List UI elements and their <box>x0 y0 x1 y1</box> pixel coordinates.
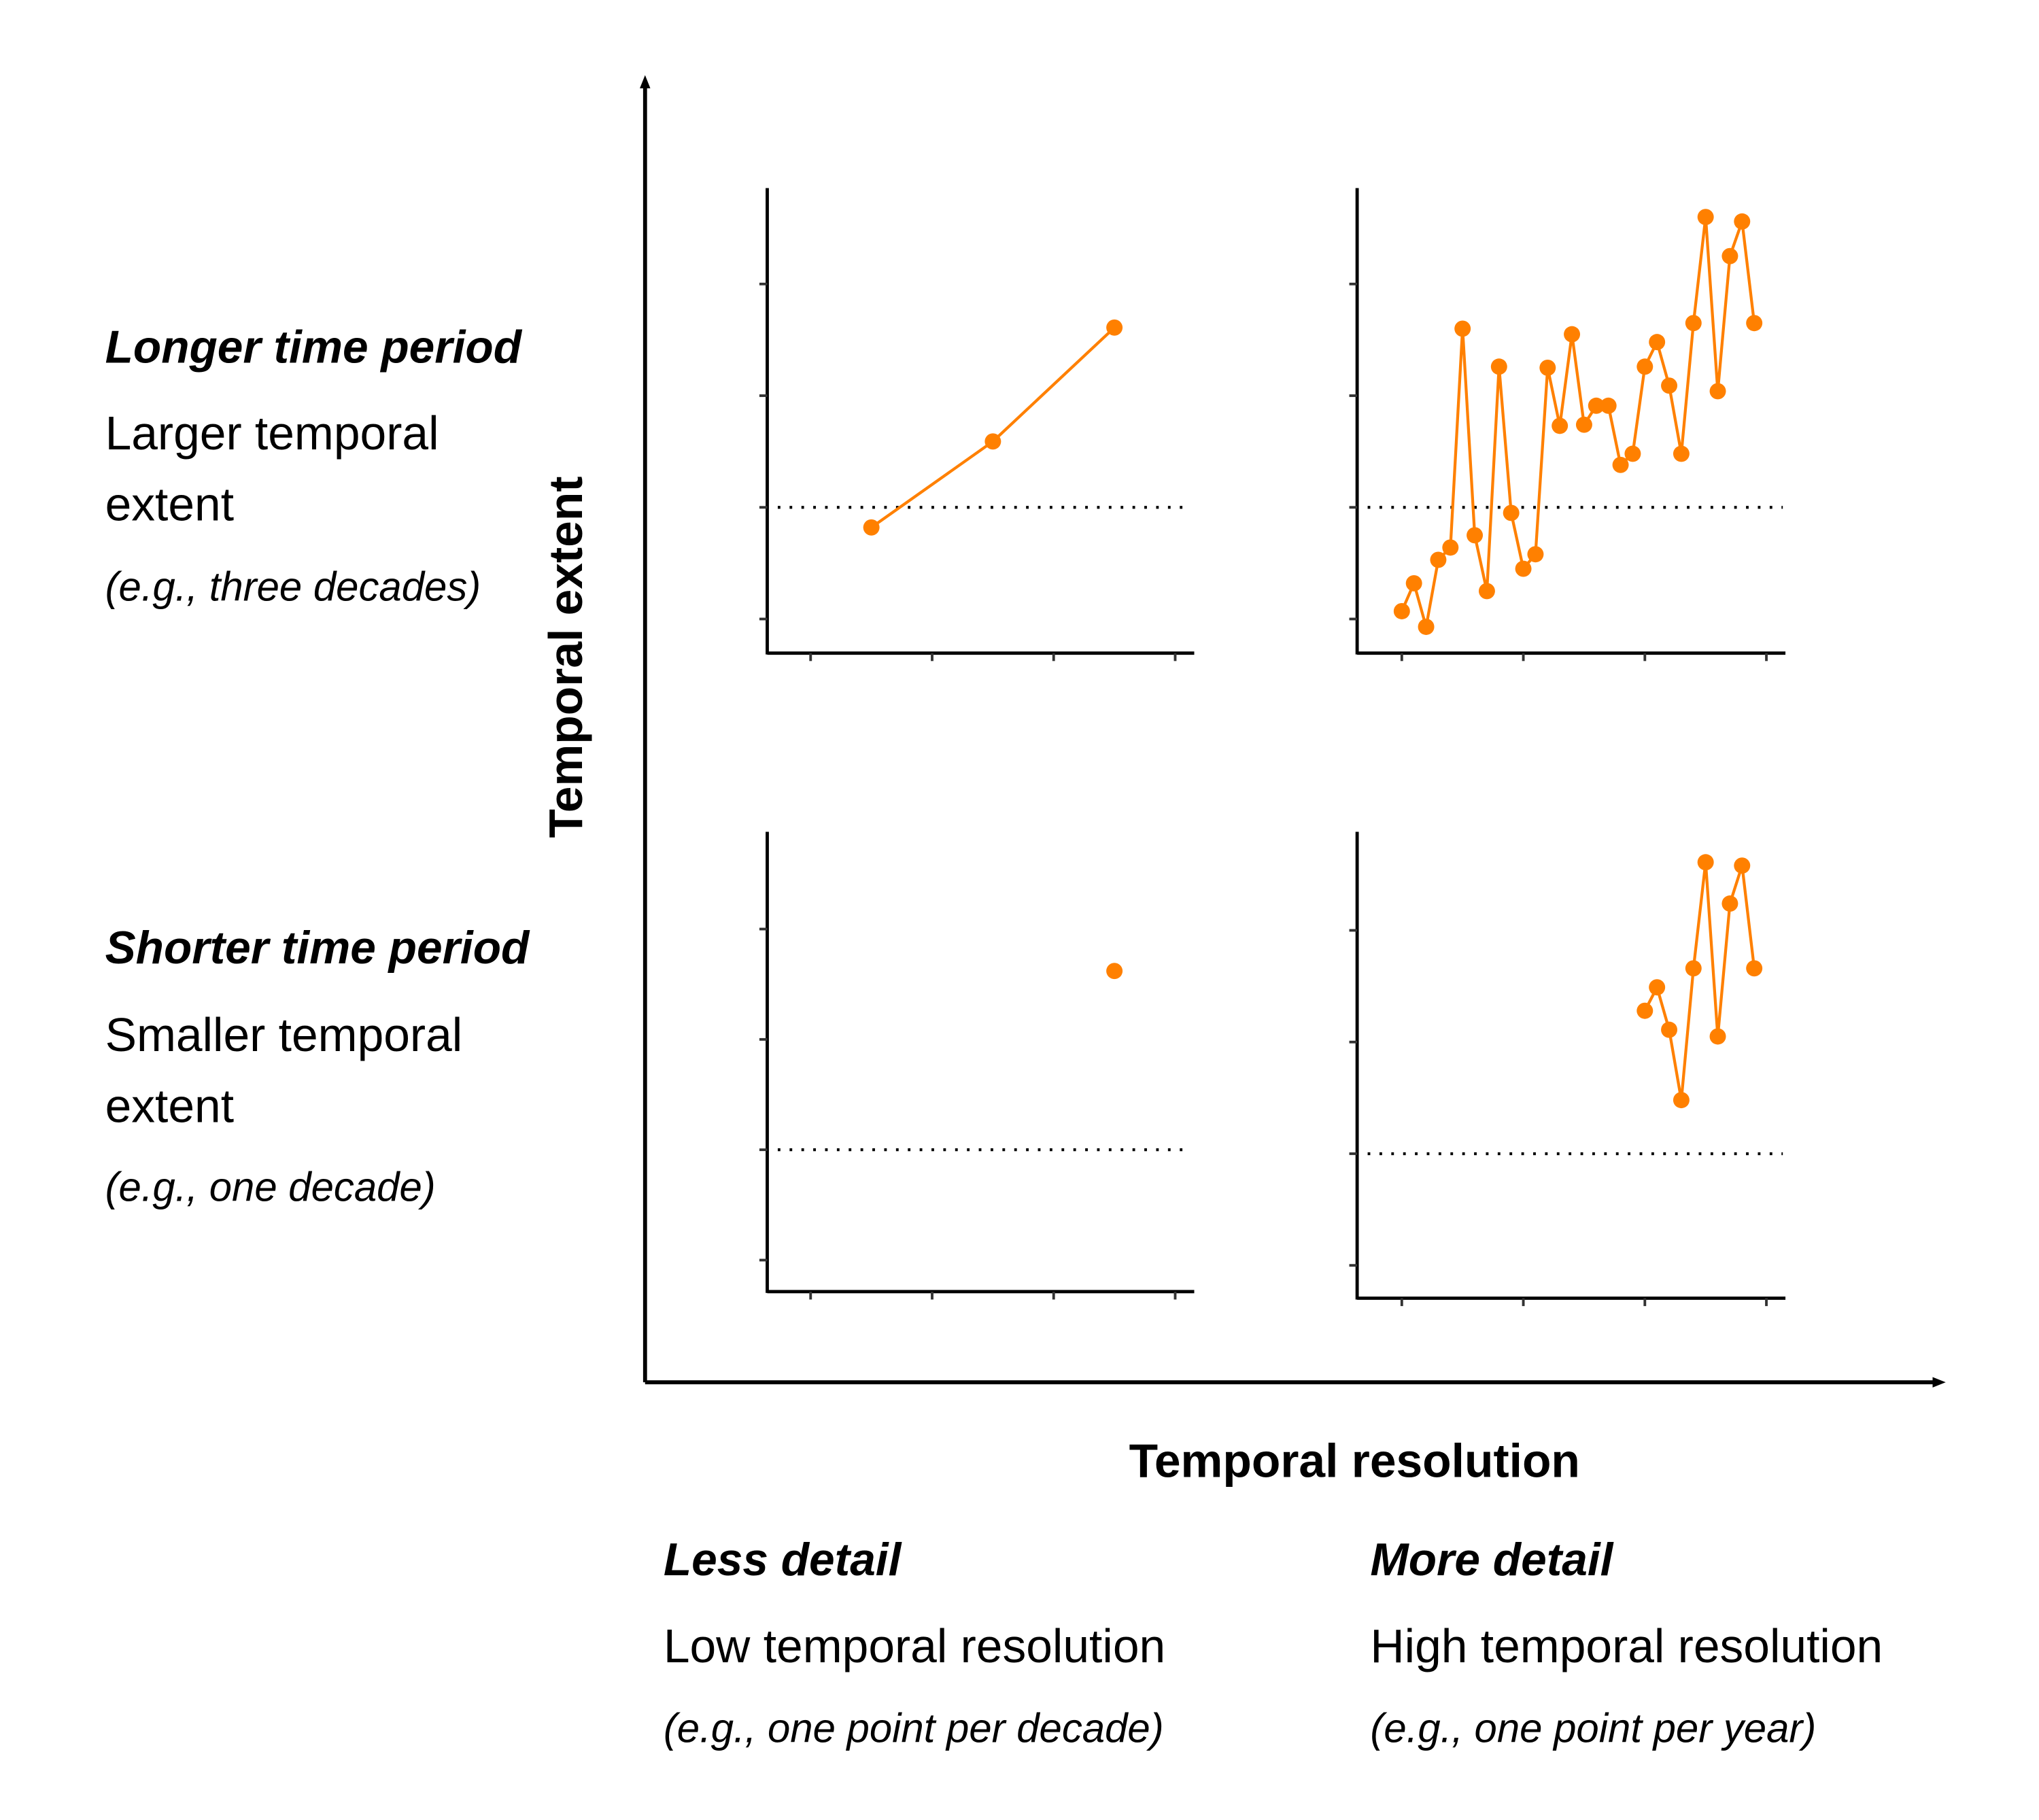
longer-more-data-point <box>1612 456 1629 473</box>
shorter-more-data-point <box>1721 895 1738 912</box>
longer-less-data-point <box>1106 319 1123 336</box>
shorter-more-series-line <box>1643 862 1756 1101</box>
row-heading-shorter: Shorter time period <box>105 923 530 974</box>
longer-more-data-point <box>1661 377 1678 394</box>
x-axis-title: Temporal resolution <box>1129 1434 1580 1487</box>
longer-less-data-point <box>863 519 880 536</box>
longer-more-data-point <box>1575 416 1592 433</box>
row-example-longer: (e.g., three decades) <box>105 564 481 609</box>
col-example-more: (e.g., one point per year) <box>1370 1706 1816 1751</box>
longer-more-data-point <box>1539 359 1556 376</box>
longer-more-data-point <box>1515 560 1532 577</box>
longer-more-data-point <box>1564 326 1581 343</box>
shorter-more-data-point <box>1746 960 1763 977</box>
shorter-less-data-point <box>1106 963 1123 980</box>
longer-less-data-point <box>984 433 1001 450</box>
longer-more-data-point <box>1454 320 1471 337</box>
longer-more-data-point <box>1588 397 1605 414</box>
longer-less-series-line <box>870 326 1116 529</box>
longer-more-series-line <box>1400 216 1756 628</box>
shorter-more-data-point <box>1685 960 1702 977</box>
longer-more-data-point <box>1478 583 1495 600</box>
longer-more-data-point <box>1467 527 1484 544</box>
row-text-longer-2: extent <box>105 478 234 531</box>
longer-more-data-point <box>1552 417 1569 434</box>
longer-more-data-point <box>1697 209 1714 226</box>
y-axis-title: Temporal extent <box>539 477 592 838</box>
longer-more-data-point <box>1746 315 1763 332</box>
longer-more-data-point <box>1734 213 1751 230</box>
shorter-more-data-point <box>1709 1028 1726 1045</box>
col-example-less: (e.g., one point per decade) <box>664 1706 1164 1751</box>
row-text-shorter-2: extent <box>105 1080 234 1133</box>
col-heading-less: Less detail <box>664 1534 902 1585</box>
longer-more-data-point <box>1685 315 1702 332</box>
shorter-more-data-point <box>1697 854 1714 871</box>
row-text-shorter-1: Smaller temporal <box>105 1008 463 1061</box>
longer-more-data-point <box>1490 358 1507 375</box>
longer-more-data-point <box>1649 334 1666 351</box>
longer-more-data-point <box>1430 551 1447 568</box>
longer-more-data-point <box>1673 445 1690 462</box>
row-example-shorter: (e.g., one decade) <box>105 1165 436 1210</box>
shorter-more-data-point <box>1734 857 1751 874</box>
row-heading-longer: Longer time period <box>105 322 523 373</box>
shorter-more-data-point <box>1649 979 1666 996</box>
longer-more-data-point <box>1503 504 1520 521</box>
longer-more-data-point <box>1405 574 1422 591</box>
longer-more-data-point <box>1527 546 1544 563</box>
col-text-more: High temporal resolution <box>1370 1619 1883 1672</box>
shorter-more-data-point <box>1661 1021 1678 1038</box>
longer-more-data-point <box>1418 619 1435 635</box>
longer-more-data-point <box>1600 397 1617 414</box>
longer-more-data-point <box>1442 539 1459 556</box>
shorter-more-data-point <box>1637 1002 1654 1019</box>
longer-more-data-point <box>1624 445 1641 462</box>
row-text-longer-1: Larger temporal <box>105 407 439 460</box>
longer-more-data-point <box>1709 383 1726 400</box>
longer-more-data-point <box>1637 358 1654 375</box>
col-text-less: Low temporal resolution <box>664 1619 1165 1672</box>
col-heading-more: More detail <box>1370 1534 1613 1585</box>
shorter-more-data-point <box>1673 1092 1690 1109</box>
longer-more-data-point <box>1721 247 1738 264</box>
longer-more-data-point <box>1393 603 1410 619</box>
